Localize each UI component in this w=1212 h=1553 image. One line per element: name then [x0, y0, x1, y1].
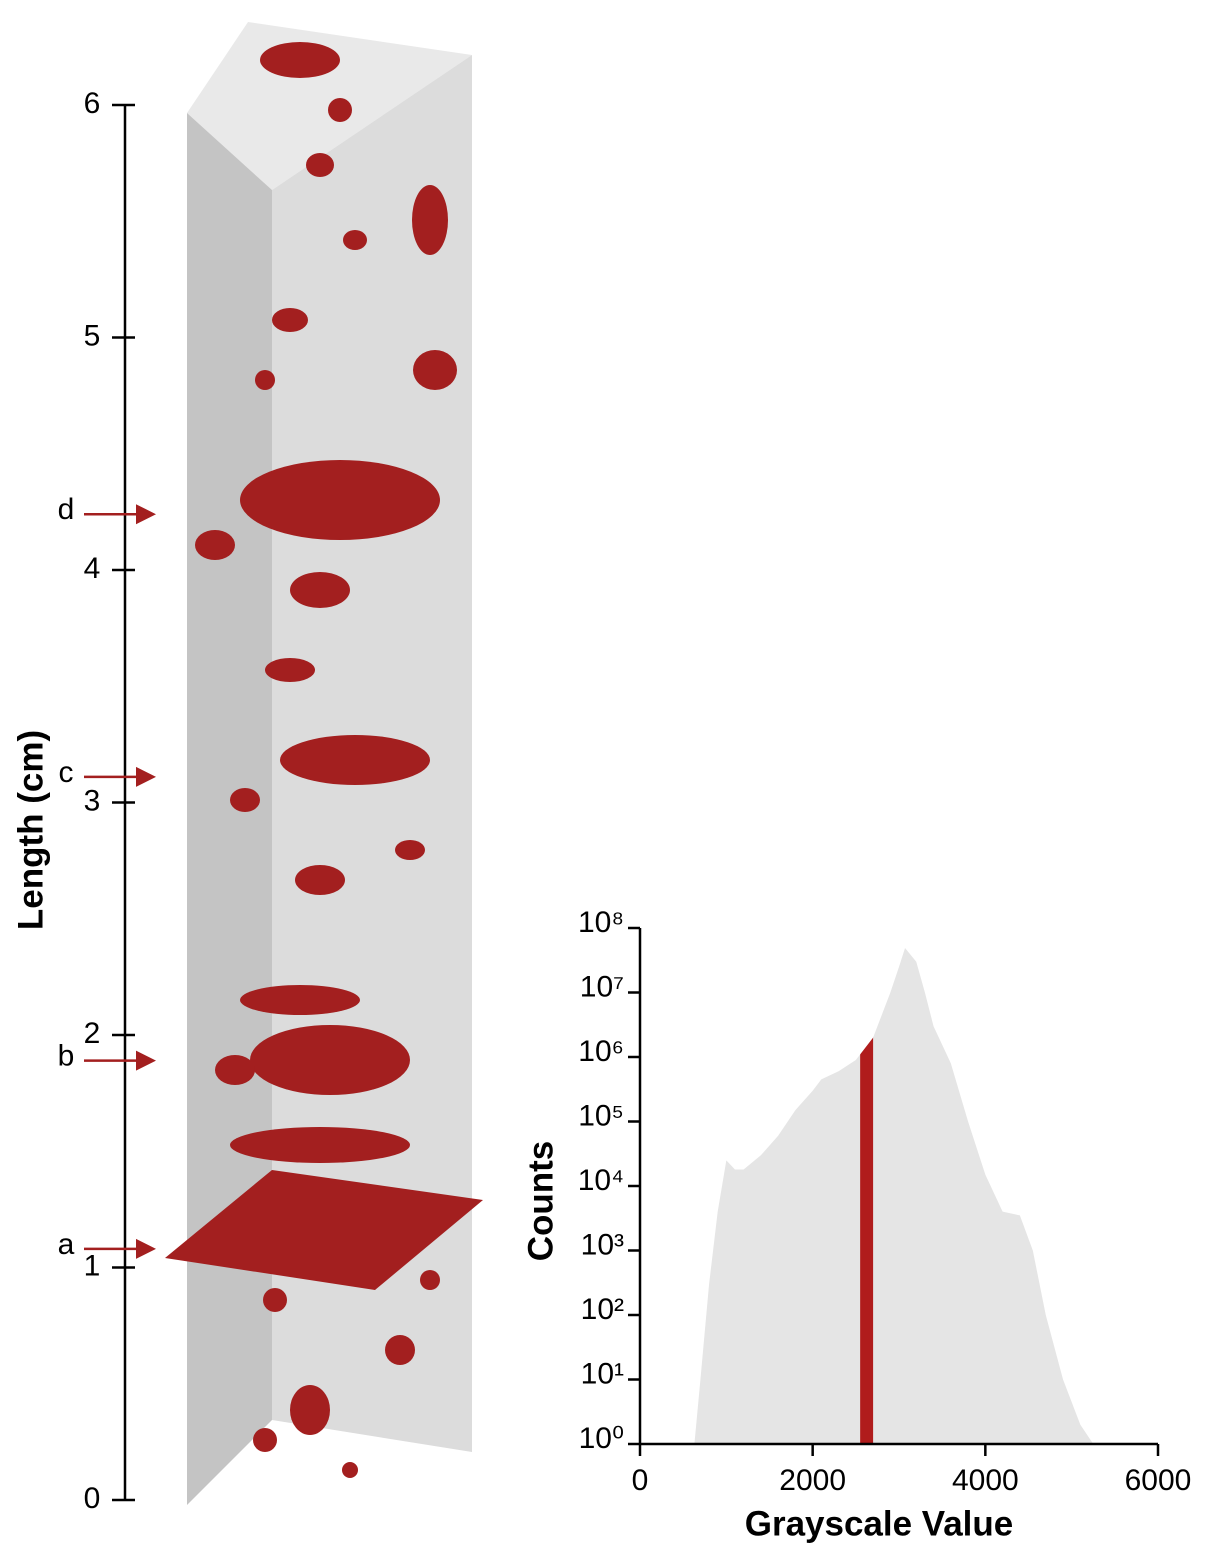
y-tick-label: 1: [84, 1249, 101, 1282]
annotation-label: d: [58, 493, 75, 526]
y-tick-label: 10²: [581, 1293, 624, 1326]
y-tick-label: 10⁶: [578, 1035, 624, 1068]
x-tick-label: 0: [632, 1464, 649, 1497]
y-axis-title: Length (cm): [11, 730, 50, 930]
arrow-head: [136, 504, 156, 524]
core-rendering: [165, 22, 483, 1505]
y-tick-label: 10¹: [581, 1357, 624, 1390]
y-tick-label: 10⁸: [578, 906, 624, 939]
x-tick-label: 6000: [1125, 1464, 1192, 1497]
annotation-label: c: [59, 756, 74, 789]
y-tick-label: 10⁰: [579, 1422, 624, 1455]
y-tick-label: 2: [84, 1017, 101, 1050]
y-tick-label: 6: [84, 87, 101, 120]
page: {"chart_data": [ {"type": "scale-bar", "…: [0, 0, 1212, 1553]
highlight-band: [860, 928, 873, 1444]
y-tick-label: 4: [84, 552, 101, 585]
y-tick-label: 3: [84, 784, 101, 817]
x-axis-title: Grayscale Value: [745, 1504, 1014, 1543]
figure: 0 1 2 3 4 5 6 Length (cm) a b c d 0 2000 4000 6000 10⁰ 10…: [0, 0, 1212, 1553]
y-tick-label: 10⁵: [578, 1099, 624, 1132]
y-tick-label: 10⁷: [580, 970, 624, 1003]
x-tick-label: 4000: [952, 1464, 1019, 1497]
arrow-head: [136, 1051, 156, 1071]
arrow-head: [136, 767, 156, 787]
y-tick-label: 10⁴: [578, 1164, 624, 1197]
annotation-label: b: [58, 1039, 75, 1072]
annotation-label: a: [58, 1228, 75, 1261]
y-tick-label: 0: [84, 1482, 101, 1515]
arrow-head: [136, 1239, 156, 1259]
y-tick-label: 10³: [581, 1228, 624, 1261]
y-tick-label: 5: [84, 319, 101, 352]
histogram-area: [694, 948, 1093, 1444]
y-axis-title: Counts: [521, 1141, 560, 1262]
x-tick-label: 2000: [779, 1464, 846, 1497]
